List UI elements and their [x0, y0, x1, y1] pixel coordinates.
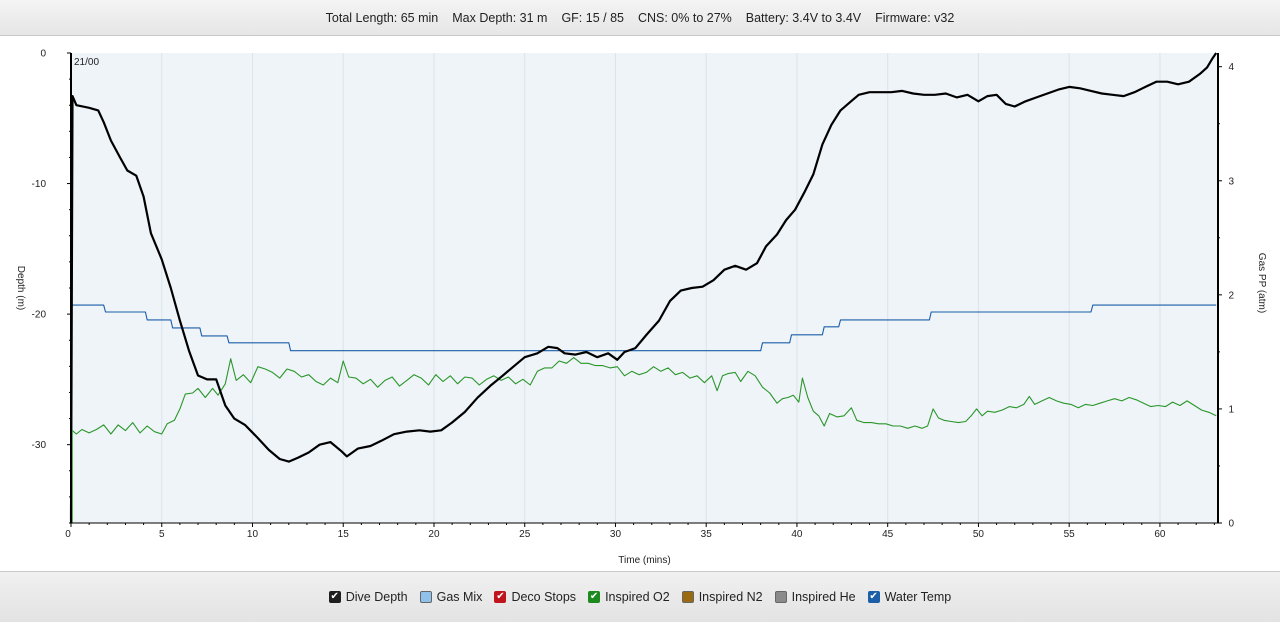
y-right-tick-label: 2 [1228, 290, 1234, 301]
y-right-tick-label: 3 [1228, 176, 1234, 187]
water-temp-line [71, 304, 1217, 352]
dive-profile-svg[interactable]: 0 5 10 15 20 25 30 35 40 45 50 55 600-10-20-3001234 … [0, 36, 1280, 571]
y-left-tick-label: -10 [32, 179, 47, 190]
inspired-he-checkbox-icon[interactable] [774, 591, 787, 603]
x-tick-label: 40 [791, 529, 803, 540]
legend-water-temp[interactable]: ✔ Water Temp [867, 590, 952, 604]
inspired-n2-checkbox-icon[interactable] [681, 591, 694, 603]
battery: Battery: 3.4V to 3.4V [745, 10, 862, 25]
max-depth: Max Depth: 31 m [452, 10, 548, 25]
x-tick-label: 25 [519, 529, 531, 540]
y-left-tick-label: 0 [40, 49, 46, 60]
legend-inspired-o2[interactable]: ✔ Inspired O2 [588, 590, 670, 604]
left-axis-label: Depth (m) [15, 266, 26, 310]
legend-inspired-n2[interactable]: Inspired N2 [681, 590, 763, 604]
x-axis-label: Time (mins) [618, 555, 670, 566]
legend-label: Inspired O2 [605, 590, 670, 604]
dive-summary-bar: Total Length: 65 min Max Depth: 31 m GF:… [0, 0, 1280, 36]
series-legend: ✔ Dive Depth Gas Mix ✔ Deco Stops ✔ Insp… [0, 571, 1280, 622]
gas-mix-checkbox-icon[interactable] [419, 591, 432, 603]
legend-label: Inspired N2 [698, 590, 763, 604]
water-temp-checkbox-icon[interactable]: ✔ [867, 591, 880, 603]
dive-depth-line [69, 52, 1218, 521]
x-tick-label: 30 [610, 529, 622, 540]
x-tick-label: 15 [338, 529, 350, 540]
plot-background [71, 53, 1218, 523]
axes: 0 5 10 15 20 25 30 35 40 45 50 55 60 0 -10 -20 -30 0 1 2 3 4 [32, 49, 1235, 541]
x-tick-label: 35 [701, 529, 713, 540]
x-tick-label: 55 [1064, 529, 1076, 540]
grid-lines [161, 53, 1161, 523]
right-axis-label: Gas PP (atm) [1256, 253, 1267, 313]
firmware: Firmware: v32 [875, 10, 955, 25]
gradient-factors: GF: 15 / 85 [561, 10, 624, 25]
y-left-tick-label: -30 [32, 440, 47, 451]
y-right-tick-label: 0 [1228, 519, 1234, 530]
deco-stops-checkbox-icon[interactable]: ✔ [494, 591, 507, 603]
legend-inspired-he[interactable]: Inspired He [774, 590, 856, 604]
x-tick-label: 45 [882, 529, 894, 540]
legend-gas-mix[interactable]: Gas Mix [419, 590, 483, 604]
x-tick-label: 20 [428, 529, 440, 540]
cns: CNS: 0% to 27% [637, 10, 732, 25]
inspired-o2-checkbox-icon[interactable]: ✔ [588, 591, 601, 603]
dive-profile-chart[interactable]: 0 5 10 15 20 25 30 35 40 45 50 55 60 0 -10 -20 -30 0 1 2 3 4 … [0, 36, 1280, 571]
dive-depth-checkbox-icon[interactable]: ✔ [328, 591, 341, 603]
x-tick-label: 0 [65, 529, 71, 540]
series-layer [69, 52, 1218, 523]
legend-deco-stops[interactable]: ✔ Deco Stops [494, 590, 576, 604]
legend-label: Deco Stops [511, 590, 577, 604]
legend-label: Gas Mix [436, 590, 483, 604]
x-tick-label: 5 [159, 529, 165, 540]
y-left-tick-label: -20 [32, 310, 47, 321]
time-annotation: 21/00 [74, 57, 99, 68]
x-tick-label: 10 [247, 529, 259, 540]
legend-label: Inspired He [791, 590, 856, 604]
x-tick-label: 60 [1154, 529, 1166, 540]
total-length: Total Length: 65 min [325, 10, 439, 25]
legend-label: Water Temp [884, 590, 952, 604]
inspired-o2-line [70, 357, 1217, 435]
y-right-tick-label: 1 [1228, 404, 1234, 415]
x-tick-label: 50 [973, 529, 985, 540]
legend-label: Dive Depth [345, 590, 408, 604]
legend-dive-depth[interactable]: ✔ Dive Depth [328, 590, 408, 604]
y-right-tick-label: 4 [1228, 62, 1234, 73]
